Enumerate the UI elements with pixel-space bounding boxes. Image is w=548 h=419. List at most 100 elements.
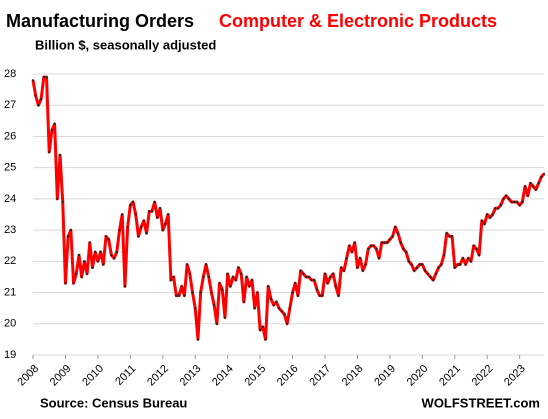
data-point bbox=[442, 253, 446, 257]
x-tick-label: 2012 bbox=[145, 363, 171, 389]
data-point bbox=[56, 197, 59, 200]
x-tick-label: 2010 bbox=[80, 363, 106, 389]
x-tick-label: 2011 bbox=[113, 363, 138, 388]
data-point bbox=[207, 275, 210, 279]
data-point bbox=[221, 288, 224, 291]
data-point bbox=[196, 338, 200, 341]
data-point bbox=[394, 225, 397, 229]
data-point bbox=[494, 207, 497, 210]
data-point bbox=[261, 325, 264, 328]
data-point bbox=[486, 213, 489, 216]
data-point bbox=[80, 275, 83, 279]
data-point bbox=[432, 278, 435, 282]
data-point bbox=[472, 244, 475, 247]
data-point bbox=[280, 310, 283, 313]
y-tick-label: 26 bbox=[4, 130, 16, 142]
data-point bbox=[102, 263, 105, 266]
data-point bbox=[329, 275, 332, 279]
data-point bbox=[213, 303, 216, 307]
data-point bbox=[478, 253, 481, 257]
data-point bbox=[513, 200, 516, 204]
data-point bbox=[532, 185, 535, 188]
data-point bbox=[218, 282, 221, 285]
x-tick-label: 2020 bbox=[405, 363, 431, 389]
data-point bbox=[323, 272, 327, 275]
y-tick-label: 25 bbox=[4, 162, 16, 174]
data-point bbox=[377, 257, 381, 260]
data-point bbox=[502, 197, 505, 200]
data-point bbox=[167, 213, 170, 216]
data-point bbox=[302, 272, 305, 275]
data-point bbox=[256, 291, 259, 294]
y-tick-label: 19 bbox=[4, 349, 16, 361]
x-tick-label: 2018 bbox=[340, 363, 366, 389]
data-point bbox=[307, 275, 310, 279]
data-point bbox=[75, 272, 78, 275]
data-point bbox=[121, 213, 124, 216]
data-point bbox=[415, 266, 419, 269]
data-point bbox=[534, 188, 537, 191]
data-point bbox=[37, 104, 40, 107]
data-point bbox=[231, 275, 235, 279]
data-point bbox=[164, 222, 167, 225]
data-point bbox=[180, 285, 183, 288]
series-line bbox=[31, 75, 546, 341]
data-point bbox=[459, 263, 462, 266]
data-point bbox=[542, 172, 546, 176]
data-point bbox=[372, 244, 375, 247]
data-point bbox=[364, 263, 367, 266]
data-point bbox=[188, 272, 191, 275]
data-point bbox=[202, 275, 205, 279]
data-point bbox=[288, 307, 291, 310]
data-point bbox=[315, 288, 318, 291]
x-tick-label: 2019 bbox=[372, 363, 398, 389]
data-point bbox=[91, 266, 94, 269]
source: Source: Census Bureau bbox=[40, 395, 187, 410]
data-point bbox=[77, 253, 81, 257]
data-point bbox=[269, 297, 273, 300]
y-tick-label: 22 bbox=[4, 255, 16, 267]
data-point bbox=[186, 263, 189, 266]
data-point bbox=[113, 257, 116, 260]
y-tick-label: 21 bbox=[4, 286, 16, 298]
data-point bbox=[334, 285, 337, 288]
data-point bbox=[491, 213, 494, 216]
y-tick-label: 28 bbox=[4, 68, 16, 80]
data-point bbox=[172, 275, 175, 279]
data-point bbox=[104, 235, 108, 238]
data-point bbox=[83, 260, 86, 263]
x-tick-label: 2008 bbox=[15, 363, 41, 389]
data-point bbox=[277, 307, 281, 310]
x-tick-label: 2014 bbox=[210, 363, 236, 389]
data-point bbox=[42, 76, 45, 79]
data-point bbox=[313, 278, 316, 282]
data-point bbox=[272, 303, 275, 307]
data-point bbox=[248, 285, 251, 288]
data-point bbox=[129, 204, 132, 207]
data-point bbox=[67, 235, 70, 238]
data-point bbox=[34, 94, 37, 97]
data-point bbox=[177, 294, 181, 297]
data-point bbox=[234, 278, 237, 282]
data-point bbox=[210, 291, 213, 294]
x-tick-label: 2022 bbox=[470, 363, 496, 389]
data-point bbox=[361, 269, 364, 272]
data-point bbox=[410, 263, 413, 266]
x-tick-label: 2016 bbox=[275, 363, 301, 389]
data-point bbox=[440, 263, 443, 266]
data-point bbox=[507, 197, 510, 200]
data-point bbox=[175, 294, 178, 297]
data-point bbox=[350, 250, 354, 254]
data-point bbox=[423, 269, 427, 272]
data-point bbox=[396, 232, 400, 235]
data-point bbox=[342, 269, 346, 272]
data-point bbox=[204, 263, 208, 266]
data-point bbox=[348, 244, 351, 247]
data-point bbox=[96, 260, 99, 263]
data-point bbox=[413, 269, 416, 272]
data-point bbox=[229, 285, 232, 288]
data-point bbox=[499, 204, 502, 207]
data-point bbox=[510, 200, 513, 204]
data-point bbox=[61, 200, 64, 204]
data-point bbox=[99, 250, 102, 254]
